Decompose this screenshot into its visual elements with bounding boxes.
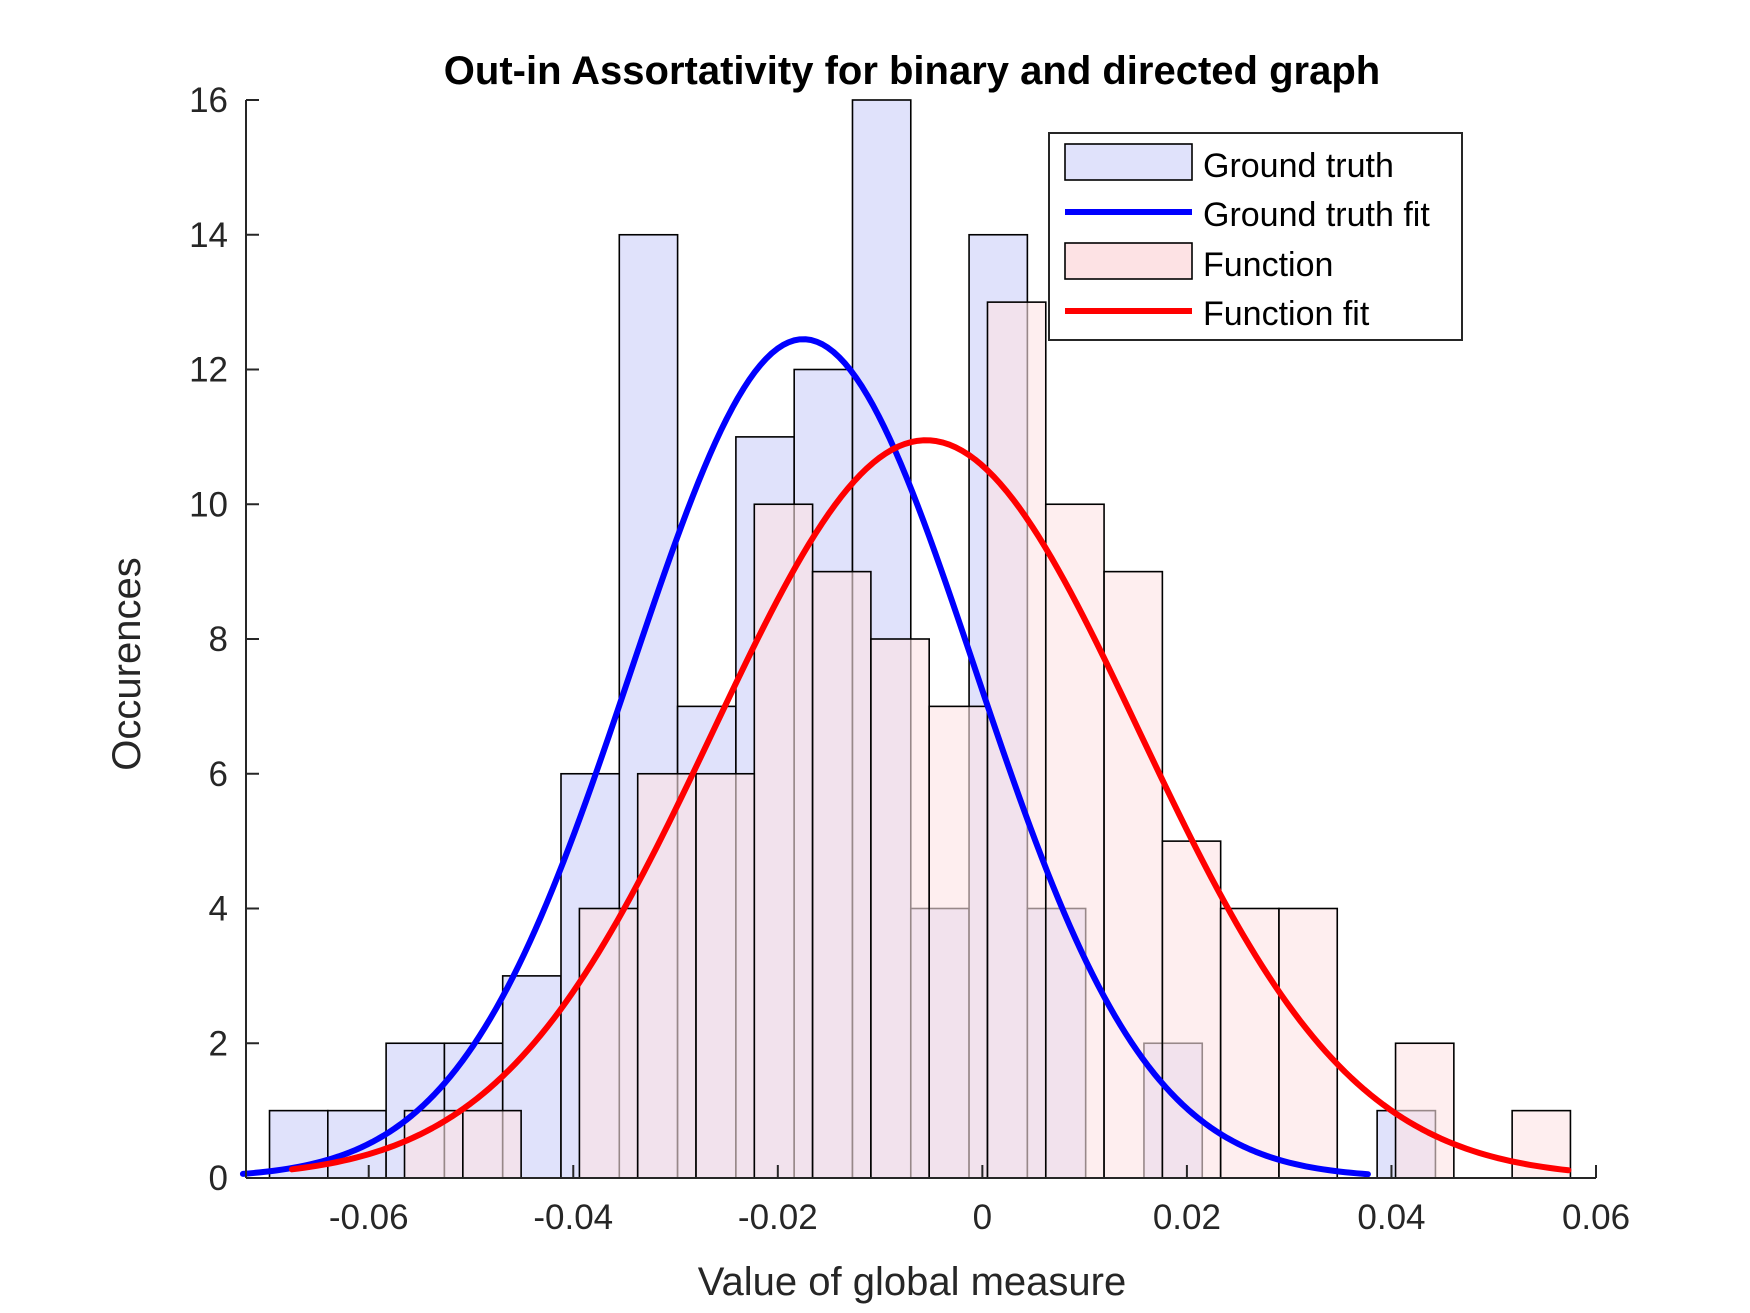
ground-truth-fit-curve (239, 336, 1371, 1178)
fit-curves (239, 336, 1572, 1178)
x-tick-label: 0 (973, 1198, 992, 1237)
function-bar (462, 1109, 522, 1179)
chart-title: Out-in Assortativity for binary and dire… (444, 49, 1380, 93)
y-tick-label: 6 (209, 755, 228, 794)
function-bar (695, 772, 756, 1179)
ground-truth-bar (327, 1109, 387, 1179)
y-axis-label: Occurences (105, 557, 149, 770)
function-bar (870, 638, 930, 1179)
function-bar (1278, 907, 1339, 1179)
x-tick-label: -0.06 (329, 1198, 409, 1237)
function-bar (403, 1109, 464, 1179)
x-tick-label: 0.04 (1357, 1198, 1425, 1237)
y-tick-label: 8 (209, 620, 228, 659)
function-bar (1103, 570, 1164, 1179)
y-tick-label: 14 (189, 216, 228, 255)
function-bar (1161, 840, 1222, 1179)
legend-label-ground-truth-fit: Ground truth fit (1203, 196, 1430, 234)
function-bar (578, 907, 639, 1179)
legend-label-function: Function (1203, 246, 1333, 284)
y-tick-label: 10 (189, 485, 228, 524)
x-axis-ticks: -0.06 -0.04 -0.02 0 0.02 0.04 0.06 (329, 1165, 1630, 1237)
legend-swatch-function (1064, 242, 1193, 280)
legend-label-ground-truth: Ground truth (1203, 147, 1394, 185)
y-tick-label: 12 (189, 351, 228, 390)
legend-label-function-fit: Function fit (1203, 295, 1370, 333)
legend: Ground truth Ground truth fit Function F… (1048, 132, 1463, 341)
function-fit-curve (289, 437, 1572, 1174)
function-bar (928, 705, 989, 1179)
function-bar (811, 570, 872, 1179)
y-tick-label: 0 (209, 1159, 228, 1198)
x-tick-label: 0.02 (1153, 1198, 1221, 1237)
function-bar (636, 772, 697, 1179)
x-axis-label: Value of global measure (698, 1260, 1126, 1304)
x-tick-label: -0.04 (533, 1198, 613, 1237)
y-tick-label: 16 (189, 81, 228, 120)
function-bars (403, 301, 1572, 1179)
function-bar (753, 503, 814, 1179)
function-bar (1219, 907, 1280, 1179)
function-bar (1394, 1042, 1455, 1179)
legend-swatch-ground-truth (1064, 143, 1193, 181)
y-tick-label: 4 (209, 890, 228, 929)
y-axis-ticks: 0 2 4 6 8 10 12 14 16 (189, 81, 259, 1198)
x-tick-label: 0.06 (1562, 1198, 1630, 1237)
x-tick-label: -0.02 (738, 1198, 818, 1237)
y-tick-label: 2 (209, 1024, 228, 1063)
